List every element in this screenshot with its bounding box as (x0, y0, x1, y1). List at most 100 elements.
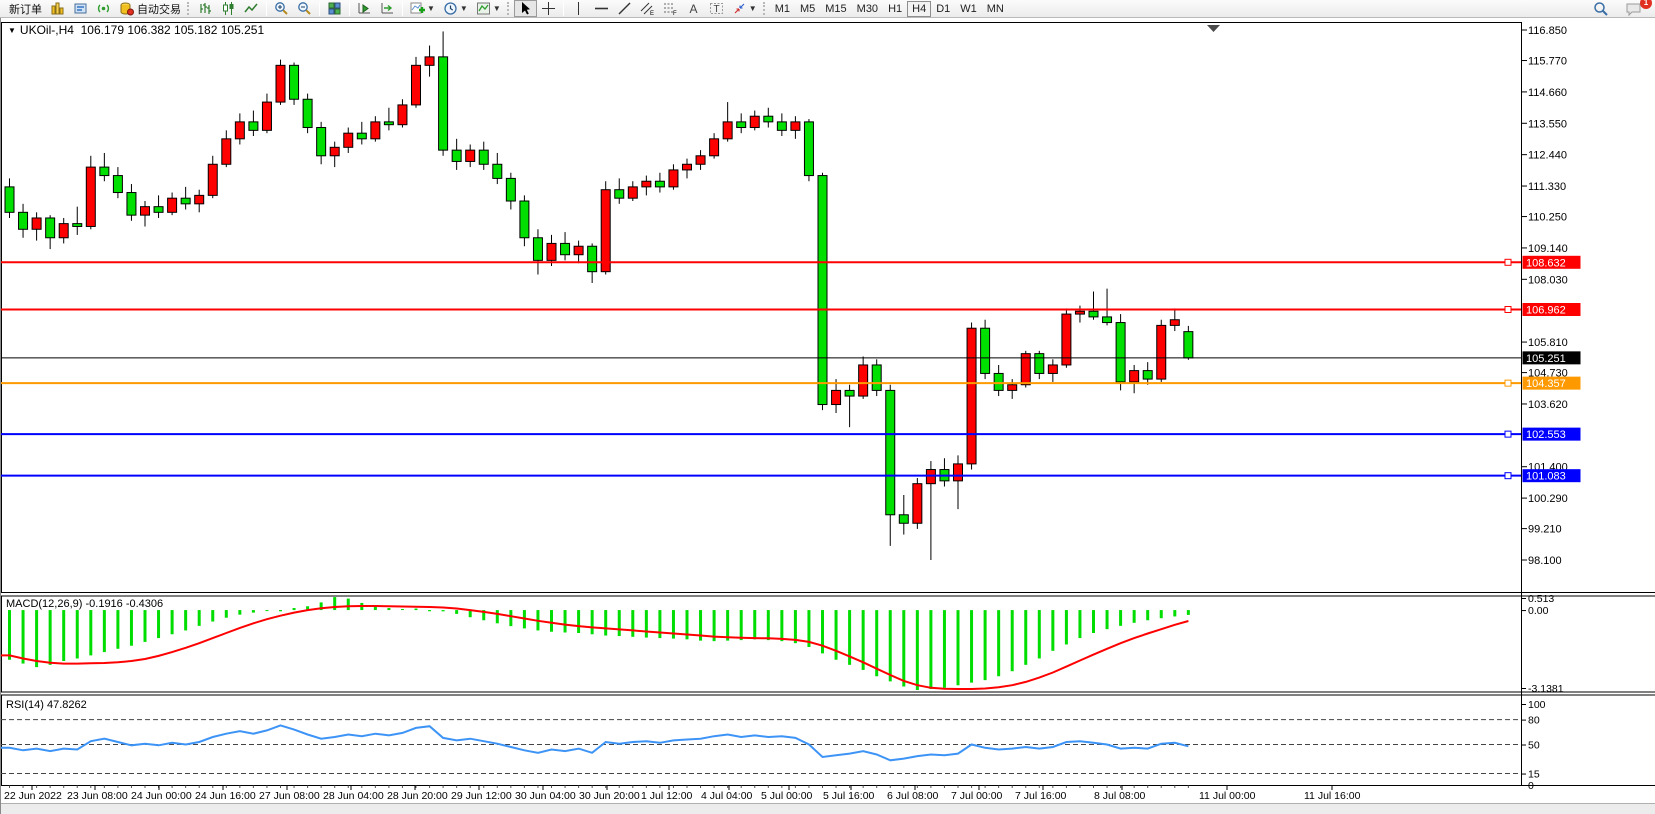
chart-canvas[interactable]: 116.850 115.770 114.660 113.550 112.440 111.3… (1, 18, 1655, 814)
auto-scroll-button[interactable] (353, 0, 376, 17)
shapes-button[interactable]: ▼ (728, 0, 761, 17)
price-axis-label: 105.251 (1522, 351, 1581, 365)
new-chart-icon (51, 2, 64, 15)
time-axis-label: 24 Jun 16:00 (195, 790, 256, 802)
bar-chart-button[interactable] (194, 0, 217, 17)
search-button[interactable] (1589, 0, 1613, 17)
horizontal-line-button[interactable] (590, 0, 613, 17)
chart-shift-button[interactable] (376, 0, 399, 17)
fibonacci-icon: F (663, 3, 677, 16)
svg-text:108.030: 108.030 (1528, 274, 1568, 286)
time-axis-label: 30 Jun 04:00 (515, 790, 576, 802)
fibonacci-button[interactable]: F (659, 0, 682, 17)
text-label-button[interactable]: T (705, 0, 728, 17)
candle (438, 56, 449, 151)
svg-text:101.083: 101.083 (1526, 471, 1566, 483)
candle (532, 237, 543, 261)
candle (709, 138, 720, 157)
timeframe-w1-button[interactable]: W1 (955, 1, 982, 17)
time-axis-label: 6 Jul 08:00 (887, 790, 939, 802)
toolbar: 新订单 (0, 0, 1655, 18)
candle (72, 223, 83, 227)
new-order-label: 新订单 (9, 3, 42, 16)
candle (85, 166, 96, 227)
svg-text:99.210: 99.210 (1528, 524, 1562, 536)
zoom-out-button[interactable] (293, 0, 316, 17)
trendline-button[interactable] (613, 0, 636, 17)
timeframe-toolbar-group: M1 M5 M15 M30 H1 H4 D1 W1 MN (770, 0, 1009, 18)
timeframe-h4-button[interactable]: H4 (907, 0, 932, 17)
candle (99, 166, 110, 177)
toolbar-drag-handle[interactable] (762, 2, 767, 15)
svg-text:102.553: 102.553 (1526, 429, 1566, 441)
tile-windows-button[interactable] (323, 0, 346, 17)
candle (668, 169, 679, 188)
zoom-in-button[interactable] (270, 0, 293, 17)
text-button[interactable]: A (682, 0, 705, 17)
line-handle[interactable] (1504, 306, 1512, 314)
cursor-button[interactable] (513, 0, 537, 17)
svg-text:T: T (713, 4, 719, 15)
indicators-icon (410, 2, 425, 14)
line-chart-button[interactable] (240, 0, 263, 17)
svg-text:0.00: 0.00 (1528, 605, 1549, 617)
timeframe-d1-button[interactable]: D1 (931, 1, 955, 17)
candle (316, 127, 327, 157)
horizontal-line-icon (594, 7, 608, 10)
rsi-panel: 100 80 50 150 (1, 699, 1546, 792)
candle (776, 121, 787, 131)
line-handle[interactable] (1504, 430, 1512, 438)
rsi-indicator-label: RSI(14) 47.8262 (6, 699, 87, 711)
candle (505, 177, 516, 202)
candle (1047, 364, 1058, 374)
candle (1020, 353, 1031, 386)
crosshair-button[interactable] (537, 0, 560, 17)
auto-trading-button[interactable]: 自动交易 (115, 0, 185, 17)
periods-button[interactable]: ▼ (439, 0, 472, 17)
candle (45, 217, 56, 239)
candle (546, 242, 557, 261)
new-chart-button[interactable] (46, 0, 69, 17)
timeframe-m30-button[interactable]: M30 (852, 1, 883, 17)
timeframe-m5-button[interactable]: M5 (795, 1, 820, 17)
candle (614, 189, 625, 199)
line-handle[interactable] (1504, 379, 1512, 387)
toolbar-drag-handle[interactable] (506, 2, 511, 15)
candle (885, 389, 896, 516)
market-watch-button[interactable] (92, 0, 115, 17)
time-axis[interactable]: 22 Jun 2022 23 Jun 08:00 24 Jun 00:00 24 Ju… (4, 785, 1361, 803)
time-axis-label: 8 Jul 08:00 (1094, 790, 1146, 802)
time-axis-label: 5 Jul 16:00 (823, 790, 875, 802)
toolbar-separator (402, 1, 403, 16)
timeframe-mn-button[interactable]: MN (982, 1, 1009, 17)
timeframe-m1-button[interactable]: M1 (770, 1, 795, 17)
new-order-button[interactable]: 新订单 (2, 0, 46, 17)
candle (194, 194, 205, 205)
time-axis-label: 7 Jul 16:00 (1015, 790, 1067, 802)
timeframe-m15-button[interactable]: M15 (820, 1, 851, 17)
indicators-button[interactable]: ▼ (406, 0, 439, 17)
auto-scroll-icon (358, 3, 370, 14)
channel-button[interactable]: E (636, 0, 659, 17)
time-axis-label: 1 Jul 12:00 (641, 790, 693, 802)
vertical-line-button[interactable] (567, 0, 590, 17)
candle (695, 155, 706, 165)
profile-icon (74, 3, 87, 14)
svg-text:50: 50 (1528, 740, 1540, 752)
timeframe-h1-button[interactable]: H1 (883, 1, 907, 17)
candlestick-chart-button[interactable] (217, 0, 240, 17)
toolbar-separator (266, 1, 267, 16)
vertical-line-icon (577, 2, 579, 15)
price-axis[interactable]: 116.850 115.770 114.660 113.550 112.440 111.3… (1521, 22, 1581, 786)
candle (329, 146, 340, 157)
chart-area[interactable]: 116.850 115.770 114.660 113.550 112.440 111.3… (0, 18, 1655, 814)
candle (560, 242, 571, 256)
templates-button[interactable]: ▼ (472, 0, 505, 17)
chart-menu-arrow-icon[interactable]: ▼ (8, 26, 16, 35)
profile-button[interactable] (69, 0, 92, 17)
candle (573, 245, 584, 256)
notifications-button[interactable]: 1 (1621, 0, 1652, 17)
line-handle[interactable] (1504, 472, 1512, 480)
toolbar-drag-handle[interactable] (187, 2, 191, 15)
line-handle[interactable] (1504, 258, 1512, 266)
